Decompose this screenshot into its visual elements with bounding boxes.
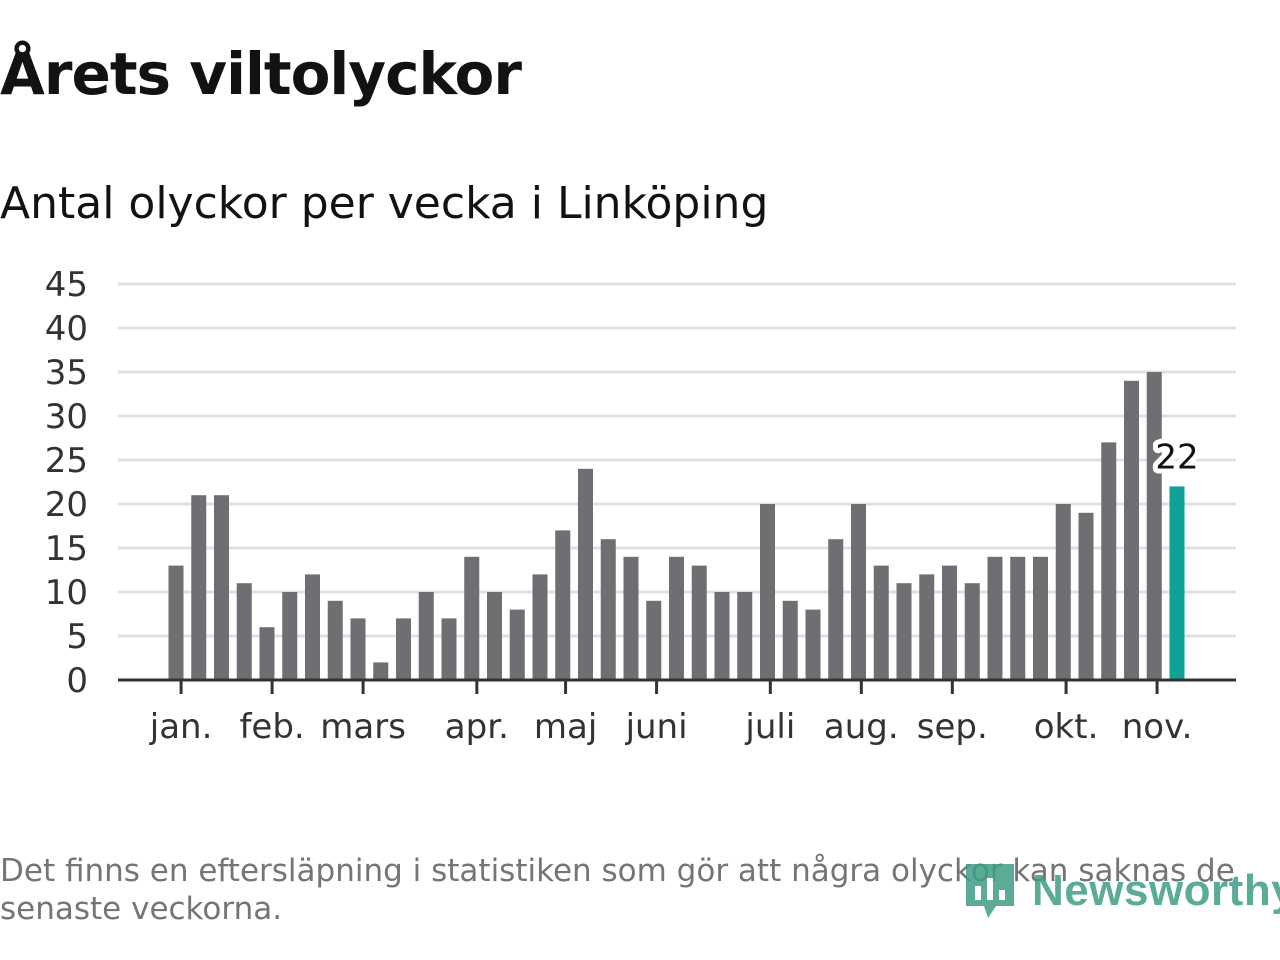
chart-title: Årets viltolyckor (0, 40, 522, 108)
bar (919, 574, 935, 680)
bar (418, 592, 434, 680)
bar (327, 600, 343, 680)
y-tick-label: 40 (45, 309, 88, 349)
bar (737, 592, 753, 680)
bar (1033, 556, 1048, 680)
bar (942, 565, 957, 680)
x-tick-label: sep. (917, 707, 988, 747)
x-tick-label: apr. (445, 707, 509, 747)
x-tick-label: mars (320, 707, 406, 747)
y-tick-label: 25 (45, 441, 88, 481)
bar (191, 495, 207, 680)
bar (168, 565, 184, 680)
bar (578, 468, 593, 680)
highlight-value-label-halo: 22 (1155, 437, 1198, 477)
bar (1010, 556, 1026, 680)
newsworthy-logo: Newsworthy (962, 860, 1280, 922)
x-tick-label: jan. (149, 707, 213, 747)
y-tick-label: 35 (45, 353, 88, 393)
y-tick-label: 0 (66, 661, 88, 701)
bar (896, 583, 912, 680)
bar (691, 565, 707, 680)
y-tick-label: 30 (45, 397, 88, 437)
bar (714, 592, 730, 680)
bar (373, 662, 389, 680)
bar (623, 556, 639, 680)
y-tick-label: 15 (45, 529, 88, 569)
y-tick-label: 20 (45, 485, 88, 525)
bar (464, 556, 480, 680)
bar (760, 504, 775, 680)
newsworthy-logo-icon (966, 864, 1014, 918)
highlighted-bar (1169, 486, 1185, 680)
bar (600, 539, 616, 680)
bar (532, 574, 548, 680)
footnote: Det finns en eftersläpning i statistiken… (0, 853, 1235, 927)
x-tick-label: maj (534, 707, 597, 747)
bar (487, 592, 502, 680)
chart-subtitle: Antal olyckor per vecka i Linköping (0, 178, 769, 229)
bar (350, 618, 366, 680)
bar (669, 556, 684, 680)
x-tick-label: juli (744, 707, 795, 747)
bar (259, 627, 275, 680)
bar (1101, 442, 1117, 680)
y-tick-label: 5 (66, 617, 88, 657)
x-tick-label: aug. (824, 707, 899, 747)
x-tick-label: feb. (239, 707, 304, 747)
x-tick-label: nov. (1122, 707, 1193, 747)
x-tick-label: okt. (1034, 707, 1099, 747)
bar (509, 609, 525, 680)
bar (1124, 380, 1139, 680)
bar (851, 504, 866, 680)
bar (1078, 512, 1094, 680)
highlight-value-label: 22 (1155, 437, 1198, 477)
bar (828, 539, 844, 680)
x-tick-label: juni (625, 707, 688, 747)
bar (305, 574, 320, 680)
bar (1055, 504, 1071, 680)
bar (236, 583, 252, 680)
y-tick-label: 45 (45, 265, 88, 305)
bar (555, 530, 571, 680)
bar (441, 618, 457, 680)
bar (396, 618, 411, 680)
bar (646, 600, 662, 680)
bar (987, 556, 1003, 680)
bar (964, 583, 980, 680)
newsworthy-logo-text: Newsworthy (1032, 866, 1280, 915)
y-tick-label: 10 (45, 573, 88, 613)
bar (805, 609, 821, 680)
bar (782, 600, 798, 680)
bar (1146, 372, 1162, 680)
bar (282, 592, 298, 680)
bar (214, 495, 229, 680)
bar (873, 565, 889, 680)
